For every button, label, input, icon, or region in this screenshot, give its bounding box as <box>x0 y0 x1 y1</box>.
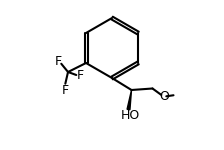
Text: F: F <box>55 55 62 68</box>
Text: F: F <box>61 84 69 96</box>
Text: F: F <box>77 69 84 82</box>
Text: HO: HO <box>120 109 140 122</box>
Polygon shape <box>127 90 131 110</box>
Text: O: O <box>159 90 169 103</box>
